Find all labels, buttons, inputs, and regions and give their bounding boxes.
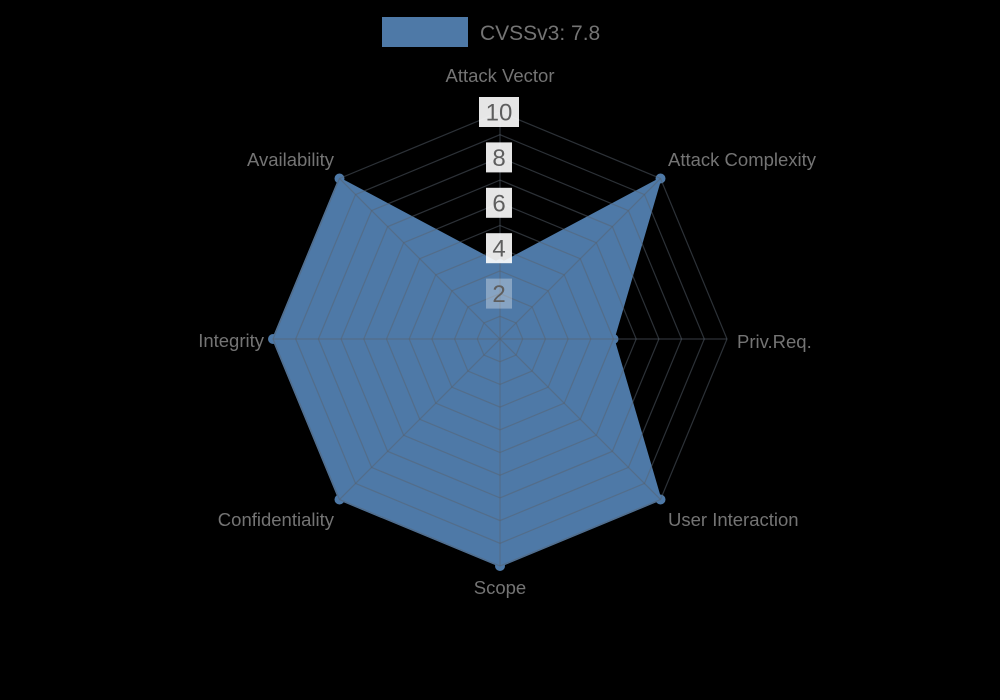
axis-label-priv-req: Priv.Req. — [737, 331, 812, 352]
tick-label: 8 — [492, 145, 505, 172]
axis-label-availability: Availability — [247, 149, 335, 170]
tick-label: 4 — [492, 236, 505, 263]
axis-label-attack-complexity: Attack Complexity — [668, 149, 817, 170]
tick-box — [486, 142, 512, 173]
grid-spoke — [339, 178, 501, 340]
axis-label-confidentiality: Confidentiality — [218, 509, 335, 530]
grid-spoke — [499, 178, 661, 340]
axis-label-attack-vector: Attack Vector — [446, 65, 555, 86]
tick-label: 10 — [486, 100, 513, 127]
tick-box — [486, 187, 512, 218]
tick-box — [486, 233, 512, 264]
grid-spoke — [339, 338, 501, 500]
axis-label-scope: Scope — [474, 577, 526, 598]
tick-label: 6 — [492, 190, 505, 217]
axis-label-integrity: Integrity — [198, 330, 265, 351]
legend-swatch — [382, 17, 468, 47]
axis-label-user-interaction: User Interaction — [668, 509, 799, 530]
grid-spoke — [499, 338, 661, 500]
legend-label: CVSSv3: 7.8 — [480, 22, 600, 45]
tick-box — [486, 278, 512, 309]
tick-label: 2 — [492, 281, 505, 308]
tick-box — [479, 97, 519, 127]
